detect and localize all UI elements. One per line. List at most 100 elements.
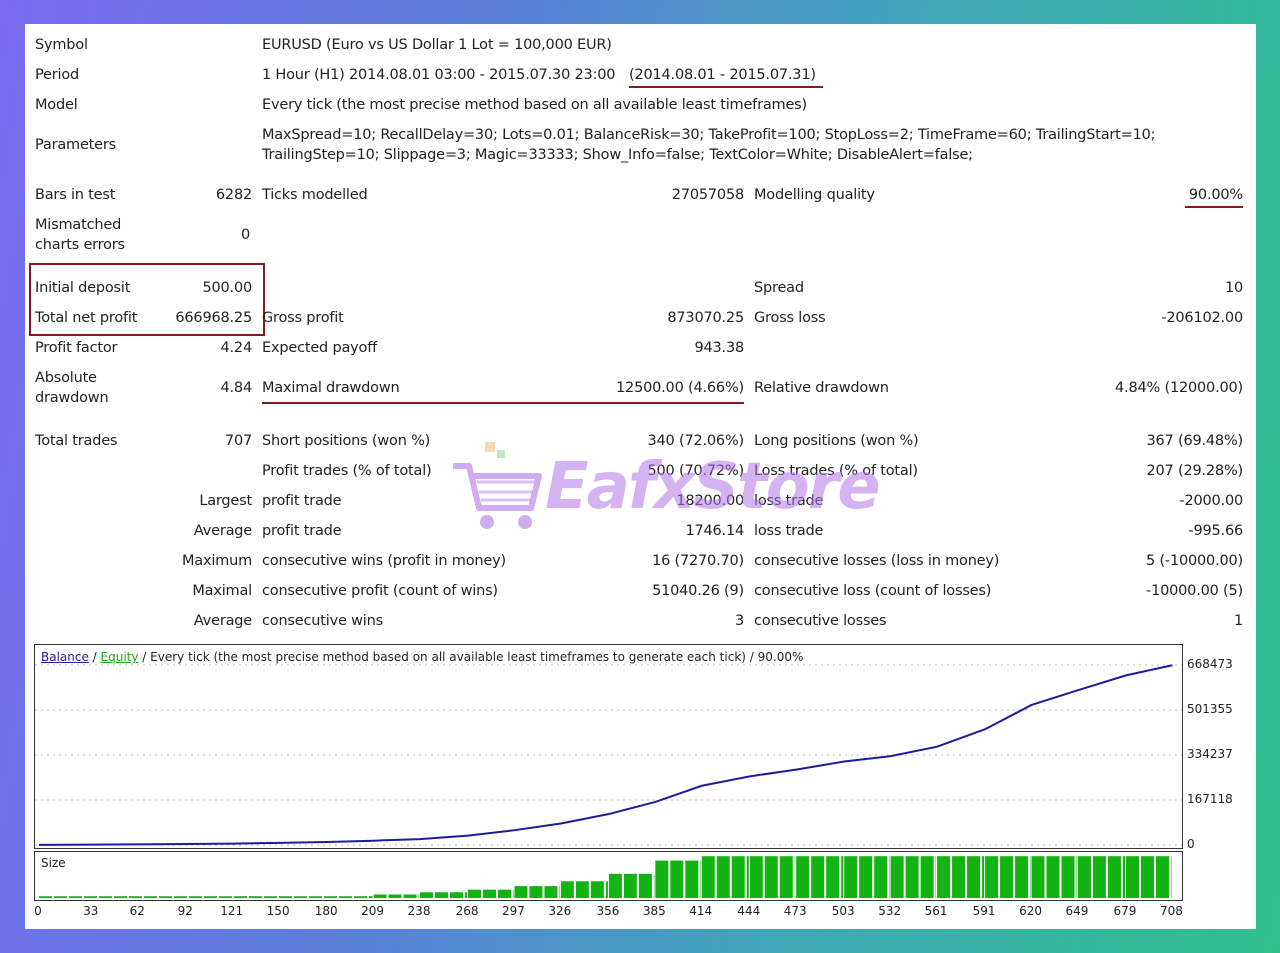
size-bar <box>1155 856 1169 898</box>
x-tick-label: 649 <box>1065 904 1089 918</box>
mismatched-label-1: Mismatched <box>35 217 122 233</box>
size-bar <box>529 886 543 898</box>
spread-label: Spread <box>754 280 804 296</box>
size-bar <box>638 873 652 898</box>
profittrades-value: 500 (70.72%) <box>647 463 745 479</box>
maximal-profit-label: consecutive profit (count of wins) <box>262 583 498 599</box>
size-bar <box>144 896 157 898</box>
legend-balance: Balance <box>41 650 89 664</box>
maximal-loss-label: consecutive loss (count of losses) <box>754 583 992 599</box>
x-tick-label: 209 <box>361 904 385 918</box>
x-tick-label: 503 <box>831 904 855 918</box>
avg-wins-label: consecutive wins <box>262 613 383 629</box>
size-bar <box>69 896 82 898</box>
absdd-label-1: Absolute <box>35 370 97 386</box>
profitfactor-value: 4.24 <box>220 340 253 356</box>
ticks-label: Ticks modelled <box>262 187 368 203</box>
size-bar <box>967 856 981 898</box>
size-bar <box>796 856 810 898</box>
size-bar <box>204 896 217 898</box>
long-value: 367 (69.48%) <box>1146 433 1244 449</box>
size-bar <box>129 896 142 898</box>
spread-value: 10 <box>1224 280 1243 296</box>
size-bar <box>99 896 112 898</box>
avg-wins-value: 3 <box>734 613 744 629</box>
balance-chart-svg <box>35 664 1182 846</box>
x-tick-label: 591 <box>972 904 996 918</box>
maximum-label: Maximum <box>181 553 252 569</box>
y-tick-label: 334237 <box>1187 746 1233 761</box>
size-bar <box>1092 856 1106 898</box>
model-label: Model <box>35 97 78 113</box>
x-tick-label: 414 <box>689 904 713 918</box>
size-bar <box>39 896 52 898</box>
size-bar <box>779 856 793 898</box>
period-range-underline <box>629 86 823 88</box>
short-value: 340 (72.06%) <box>647 433 745 449</box>
size-bar <box>189 896 202 898</box>
size-bar <box>985 856 999 898</box>
size-bar <box>905 856 919 898</box>
size-bar <box>498 889 512 898</box>
quality-value: 90.00% <box>1188 187 1243 203</box>
size-bar <box>324 896 337 898</box>
long-label: Long positions (won %) <box>754 433 919 449</box>
size-bar <box>605 881 608 898</box>
totaltrades-label: Total trades <box>35 433 118 449</box>
x-tick-label: 356 <box>596 904 620 918</box>
size-bar <box>670 860 684 898</box>
grossloss-label: Gross loss <box>754 310 826 326</box>
size-bar <box>1000 856 1014 898</box>
max-losses-value: 5 (-10000.00) <box>1146 553 1243 569</box>
x-tick-label: 121 <box>220 904 244 918</box>
size-bar <box>1140 856 1154 898</box>
bars-label: Bars in test <box>35 187 116 203</box>
size-bar <box>1015 856 1029 898</box>
size-bar <box>373 894 387 898</box>
symbol-value: EURUSD (Euro vs US Dollar 1 Lot = 100,00… <box>262 37 612 53</box>
size-bar <box>1046 856 1060 898</box>
period-range: (2014.08.01 - 2015.07.31) <box>629 67 816 83</box>
size-bar <box>716 856 730 898</box>
parameters-line2: TrailingStep=10; Slippage=3; Magic=33333… <box>262 147 973 163</box>
size-bar <box>468 889 482 898</box>
size-bar <box>294 896 307 898</box>
size-label: Size <box>41 856 66 870</box>
largest-label: Largest <box>199 493 252 509</box>
grossprofit-label: Gross profit <box>262 310 344 326</box>
deposit-value: 500.00 <box>202 280 252 296</box>
size-bar <box>279 896 292 898</box>
largest-loss-label: loss trade <box>754 493 824 509</box>
size-bar <box>219 896 232 898</box>
x-tick-label: 297 <box>501 904 525 918</box>
size-bar <box>114 896 127 898</box>
size-bar <box>1077 856 1091 898</box>
x-tick-label: 708 <box>1159 904 1183 918</box>
chart-legend: Balance / Equity / Every tick (the most … <box>41 650 803 664</box>
profitfactor-label: Profit factor <box>35 340 118 356</box>
size-bar <box>731 856 745 898</box>
reldd-label: Relative drawdown <box>754 380 889 396</box>
size-bar <box>608 873 622 898</box>
x-tick-label: 238 <box>407 904 431 918</box>
max-wins-value: 16 (7270.70) <box>652 553 744 569</box>
average-label: Average <box>193 523 252 539</box>
maxdd-label: Maximal drawdown <box>262 380 400 396</box>
losstrades-value: 207 (29.28%) <box>1146 463 1244 479</box>
size-bar <box>483 889 497 898</box>
reldd-value: 4.84% (12000.00) <box>1115 380 1243 396</box>
average-loss-value: -995.66 <box>1188 523 1243 539</box>
size-bar <box>84 896 97 898</box>
absdd-label-2: drawdown <box>35 390 109 406</box>
size-bar <box>1031 856 1045 898</box>
size-bar <box>420 892 433 898</box>
netprofit-label: Total net profit <box>35 310 138 326</box>
y-tick-label: 501355 <box>1187 701 1233 716</box>
size-bar <box>859 856 873 898</box>
totaltrades-value: 707 <box>224 433 252 449</box>
maximal-profit-value: 51040.26 (9) <box>652 583 744 599</box>
size-bar <box>388 894 402 898</box>
size-bar <box>746 856 749 898</box>
size-bar <box>403 894 417 898</box>
size-bar <box>544 886 558 898</box>
